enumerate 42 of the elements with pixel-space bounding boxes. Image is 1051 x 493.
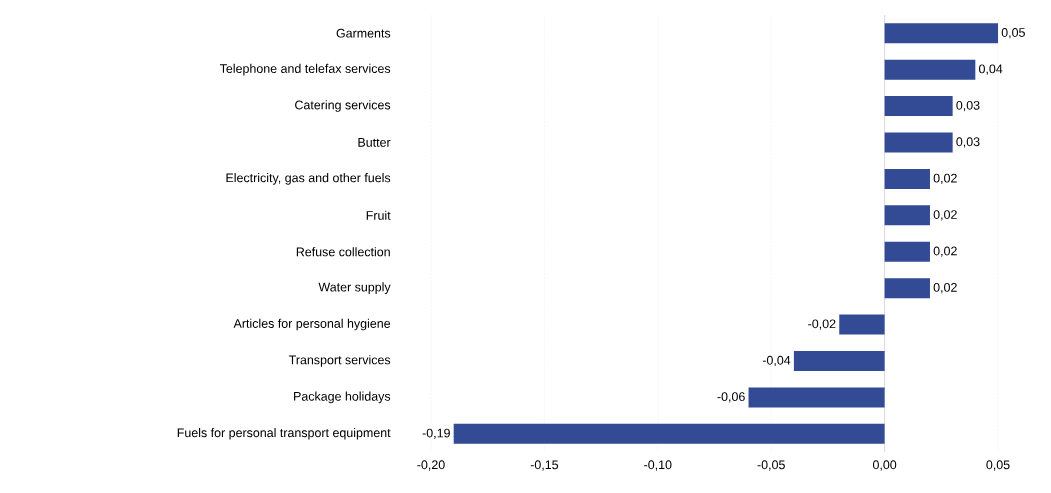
bar	[793, 350, 885, 371]
data-label: -0,06	[717, 392, 745, 403]
data-label: 0,02	[933, 173, 957, 185]
y-tick-label: Water supply	[318, 282, 391, 294]
bar	[839, 314, 885, 335]
data-label: 0,04	[979, 64, 1003, 75]
x-tick-label: -0,20	[417, 460, 445, 471]
x-tick-label: -0,10	[644, 460, 672, 471]
x-tick-label: -0,15	[530, 460, 559, 471]
data-label: 0,03	[956, 100, 980, 112]
y-tick-label: Articles for personal hygiene	[233, 318, 391, 331]
y-tick-label: Fruit	[366, 210, 391, 220]
x-tick-label: 0,00	[872, 460, 897, 471]
y-tick-label: Telephone and telefax services	[219, 63, 391, 76]
bar	[884, 278, 930, 299]
bar	[748, 387, 885, 408]
data-label: 0,03	[956, 137, 980, 148]
x-tick-label: 0,05	[986, 460, 1010, 471]
y-tick-label: Catering services	[295, 100, 391, 112]
bar	[884, 168, 930, 189]
bar	[884, 96, 953, 117]
y-tick-label: Electricity, gas and other fuels	[226, 173, 391, 185]
y-tick-label: Fuels for personal transport equipment	[177, 427, 391, 440]
y-tick-label: Transport services	[288, 355, 391, 367]
data-label: 0,05	[1001, 28, 1025, 39]
data-label: 0,02	[933, 246, 957, 257]
data-label: -0,19	[422, 428, 450, 439]
bar	[884, 132, 953, 153]
data-label: -0,04	[762, 355, 791, 367]
bar	[884, 23, 999, 44]
y-tick-label: Butter	[358, 138, 391, 147]
y-tick-label: Refuse collection	[296, 247, 390, 257]
bar	[884, 205, 930, 226]
bar	[884, 59, 976, 80]
data-label: 0,02	[933, 282, 957, 294]
bar	[453, 423, 885, 444]
data-label: 0,02	[933, 210, 957, 221]
data-label: -0,02	[808, 319, 836, 330]
y-tick-label: Garments	[336, 28, 391, 38]
bar	[884, 241, 930, 262]
x-tick-label: -0,05	[757, 460, 785, 471]
y-tick-label: Package holidays	[294, 391, 391, 404]
